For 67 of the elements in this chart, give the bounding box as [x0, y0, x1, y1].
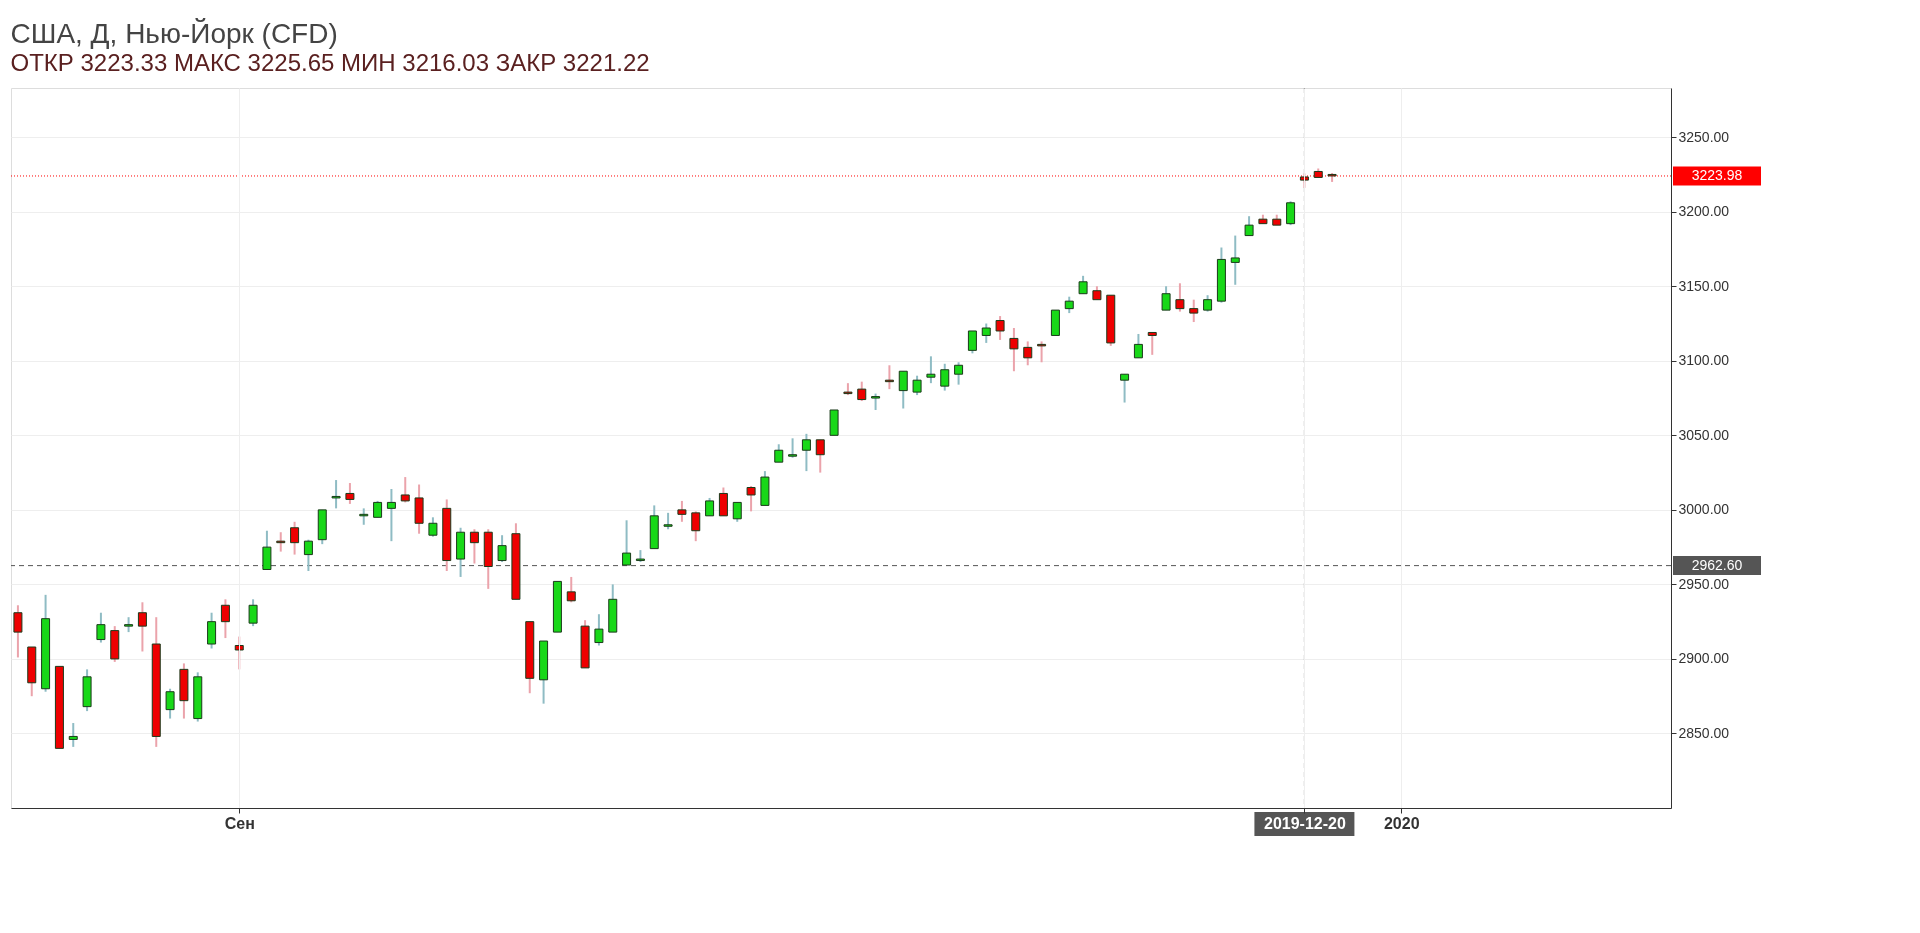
candlestick — [815, 438, 825, 474]
y-tick-label: 3250.00 — [1678, 128, 1730, 145]
candlestick — [1023, 340, 1033, 367]
candlestick — [857, 380, 867, 403]
y-tick-label: 2850.00 — [1678, 724, 1730, 741]
y-tick-label: 2950.00 — [1678, 575, 1730, 592]
candlestick — [303, 538, 313, 572]
candlestick — [1175, 282, 1185, 313]
ref-line-label: 2962.60 — [1691, 556, 1743, 573]
candlestick — [801, 432, 811, 473]
x-tick-label: Сен — [224, 814, 255, 832]
candlestick — [691, 510, 701, 543]
candlestick — [594, 613, 604, 647]
candlestick — [566, 575, 576, 604]
candlestick — [954, 361, 964, 386]
candlestick — [622, 519, 632, 567]
candlestick — [1147, 331, 1157, 356]
candlestick — [137, 601, 147, 653]
candlestick — [1037, 340, 1047, 364]
candlestick — [967, 329, 977, 355]
candlestick — [732, 501, 742, 523]
candlestick — [234, 635, 244, 671]
candlestick — [912, 374, 922, 397]
candlestick — [1161, 285, 1171, 312]
candlestick — [386, 487, 396, 543]
chart-subtitle: ОТКР 3223.33 МАКС 3225.65 МИН 3216.03 ЗАКР 3221.22 — [10, 48, 650, 76]
candlestick — [898, 370, 908, 410]
x-tick-label: 2019-12-20 — [1263, 814, 1346, 832]
candlestick — [345, 482, 355, 505]
candlestick — [331, 479, 341, 510]
candlestick — [497, 534, 507, 564]
candlestick — [13, 604, 23, 659]
candlestick — [995, 315, 1005, 341]
candlestick — [1133, 332, 1143, 359]
candlestick — [981, 322, 991, 344]
candlestick — [746, 485, 756, 513]
candlestick — [718, 486, 728, 517]
candlestick — [400, 476, 410, 504]
ref-line-label: 3223.98 — [1691, 166, 1743, 183]
y-tick-label: 3050.00 — [1678, 426, 1730, 443]
y-tick-label: 3100.00 — [1678, 352, 1730, 369]
y-tick-label: 3200.00 — [1678, 203, 1730, 220]
candlestick — [677, 499, 687, 523]
candlestick — [165, 687, 175, 720]
candlestick — [262, 529, 272, 571]
x-tick-label: 2020 — [1383, 814, 1420, 832]
candlestick — [1009, 327, 1019, 373]
candlestick — [207, 611, 217, 650]
y-tick-label: 3150.00 — [1678, 277, 1730, 294]
candlestick — [96, 611, 106, 644]
candlestick — [788, 437, 798, 459]
candlestick — [248, 598, 258, 628]
y-tick-label: 3000.00 — [1678, 501, 1730, 518]
candlestick — [428, 516, 438, 538]
candlestick — [1286, 200, 1296, 227]
candlestick — [1189, 298, 1199, 324]
candlestick — [68, 722, 78, 748]
chart-title: США, Д, Нью-Йорк (CFD) — [10, 17, 338, 49]
candlestick — [469, 528, 479, 565]
candlestick — [940, 362, 950, 392]
y-tick-label: 2900.00 — [1678, 650, 1730, 667]
candlestick — [290, 520, 300, 556]
candlestick — [220, 598, 230, 640]
candlestick — [1230, 234, 1240, 286]
candlestick — [1120, 373, 1130, 404]
candlestick — [1244, 215, 1254, 237]
candlestick — [926, 355, 936, 385]
